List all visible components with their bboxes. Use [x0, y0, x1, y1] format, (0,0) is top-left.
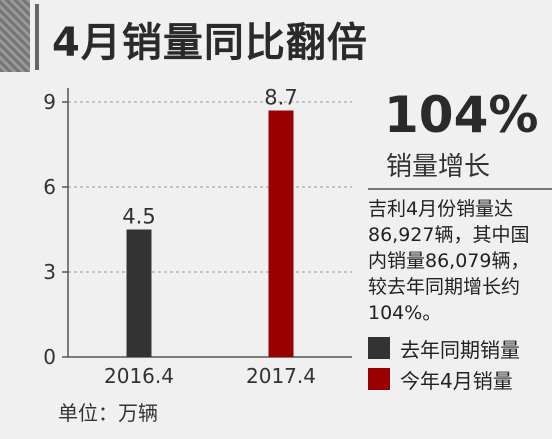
- summary-panel: 104% 销量增长 吉利4月份销量达86,927辆，其中国内销量86,079辆，…: [368, 82, 552, 439]
- page-title: 4月销量同比翻倍: [52, 20, 368, 66]
- growth-label: 销量增长: [386, 152, 491, 182]
- title-bar: 4月销量同比翻倍: [0, 0, 552, 78]
- bar-2017.4: [268, 110, 294, 357]
- y-tick-label: 6: [43, 175, 56, 199]
- grid-lines: [68, 101, 352, 273]
- axes: [62, 88, 352, 358]
- title-accent-stripes: [0, 0, 30, 72]
- title-divider: [35, 4, 39, 70]
- y-tick-label: 9: [43, 90, 56, 114]
- y-tick-label: 3: [43, 260, 56, 284]
- sales-description: 吉利4月份销量达86,927辆，其中国内销量86,079辆，较去年同期增长约10…: [368, 198, 530, 324]
- legend-swatch-this-year: [368, 368, 390, 390]
- legend-label-last-year: 去年同期销量: [400, 337, 520, 362]
- panel-divider: [368, 188, 552, 190]
- legend-swatch-last-year: [368, 337, 390, 359]
- bar-value-label: 4.5: [122, 205, 155, 229]
- legend-item-last-year: 去年同期销量: [368, 334, 520, 362]
- bar-2016.4: [126, 229, 152, 357]
- bars: [126, 110, 294, 357]
- legend-label-this-year: 今年4月销量: [400, 368, 513, 393]
- growth-percent: 104%: [384, 86, 539, 144]
- labels: 0 3 6 9 4.5 2016.4 8.7 2017.4: [43, 86, 316, 389]
- unit-label: 单位：万辆: [58, 401, 158, 425]
- x-tick-label: 2016.4: [104, 364, 174, 388]
- y-tick-label: 0: [43, 345, 56, 369]
- legend-item-this-year: 今年4月销量: [368, 365, 513, 393]
- bar-value-label: 8.7: [264, 86, 297, 110]
- x-tick-label: 2017.4: [246, 364, 316, 388]
